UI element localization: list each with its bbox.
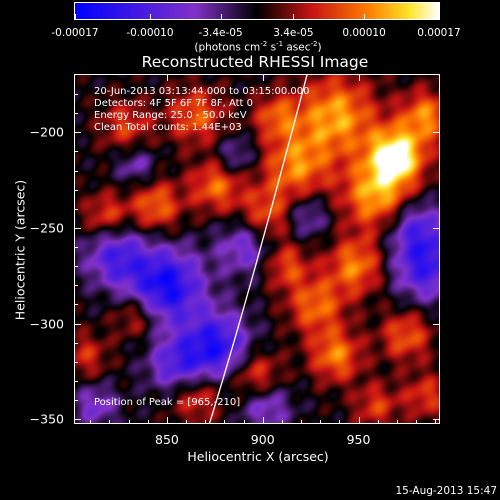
y-minor-tick [75, 380, 78, 382]
y-tick-mark [433, 132, 439, 134]
colorbar-units: (photons cm-2 s-1 asec-2) [194, 40, 322, 54]
y-minor-tick [75, 304, 78, 306]
y-tick-label: −200 [29, 124, 64, 140]
x-tick-mark [166, 417, 168, 423]
colorbar-tick-mark [75, 14, 76, 20]
y-tick-mark [75, 419, 81, 421]
solar-limb [208, 75, 308, 423]
x-minor-tick [377, 420, 379, 423]
y-tick-mark [433, 419, 439, 421]
y-minor-tick [75, 151, 78, 153]
y-tick-mark [433, 227, 439, 229]
x-minor-tick [90, 420, 92, 423]
y-tick-mark [75, 323, 81, 325]
y-minor-tick [75, 400, 78, 402]
x-tick-mark [166, 75, 168, 81]
x-tick-label: 850 [155, 432, 179, 447]
colorbar-tick-mark [149, 14, 151, 20]
annotation-time: 20-Jun-2013 03:13:44.000 to 03:15:00.000 [94, 86, 310, 97]
x-minor-tick [186, 420, 188, 423]
x-minor-tick [320, 420, 322, 423]
x-tick-mark [262, 75, 264, 81]
y-tick-label: −300 [29, 316, 64, 332]
y-minor-tick [75, 208, 78, 210]
colorbar-tick-mark [293, 14, 295, 20]
x-minor-tick [128, 420, 130, 423]
x-minor-tick [301, 420, 303, 423]
y-minor-tick [75, 113, 78, 115]
plot-area [74, 74, 440, 424]
colorbar-tick-mark [220, 14, 222, 20]
x-minor-tick [281, 420, 283, 423]
y-minor-tick [75, 170, 78, 172]
y-tick-mark [75, 132, 81, 134]
y-tick-label: −350 [29, 411, 64, 427]
x-tick-label: 950 [346, 432, 371, 447]
y-minor-tick [75, 361, 78, 363]
y-tick-mark [433, 323, 439, 325]
colorbar-tick-label: 0.00010 [342, 27, 386, 39]
chart-title: Reconstructed RHESSI Image [141, 53, 369, 71]
x-tick-mark [358, 75, 360, 81]
x-minor-tick [339, 420, 341, 423]
x-minor-tick [205, 420, 207, 423]
x-minor-tick [109, 420, 111, 423]
x-minor-tick [416, 420, 417, 423]
colorbar-tick-label: -3.4e-05 [198, 27, 243, 39]
annotation-detectors: Detectors: 4F 5F 6F 7F 8F, Att 0 [94, 98, 254, 109]
x-minor-tick [147, 420, 149, 423]
colorbar-tick-label: -0.00017 [51, 27, 99, 39]
y-tick-label: −250 [29, 220, 64, 236]
y-minor-tick [75, 94, 78, 96]
x-axis-label: Heliocentric X (arcsec) [187, 449, 329, 464]
x-minor-tick [435, 420, 437, 423]
x-minor-tick [224, 420, 226, 423]
colorbar-tick-mark [364, 14, 366, 20]
y-minor-tick [75, 247, 78, 249]
colorbar-tick-mark [439, 14, 440, 20]
y-tick-mark [75, 227, 81, 229]
colorbar-gradient [75, 3, 439, 19]
colorbar-tick-label: 0.00017 [417, 27, 461, 39]
annotation-energy: Energy Range: 25.0 - 50.0 keV [94, 110, 247, 121]
x-minor-tick [396, 420, 398, 423]
x-minor-tick [243, 420, 245, 423]
x-tick-label: 900 [250, 432, 275, 447]
heatmap-image [75, 75, 439, 423]
timestamp: 15-Aug-2013 15:47 [395, 485, 497, 497]
colorbar-tick-label: 3.4e-05 [273, 27, 314, 39]
solar-limb-curve [208, 75, 308, 423]
annotation-counts: Clean Total counts: 1.44E+03 [94, 122, 242, 133]
x-tick-mark [358, 417, 360, 423]
x-tick-mark [262, 417, 264, 423]
y-minor-tick [75, 189, 78, 191]
y-minor-tick [75, 285, 78, 287]
annotation-peak: Position of Peak = [965,-210] [94, 397, 241, 408]
colorbar [74, 2, 440, 20]
colorbar-tick-label: -0.00010 [126, 27, 174, 39]
y-minor-tick [75, 342, 78, 344]
y-axis-label: Heliocentric Y (arcsec) [12, 179, 28, 321]
y-minor-tick [75, 266, 78, 268]
